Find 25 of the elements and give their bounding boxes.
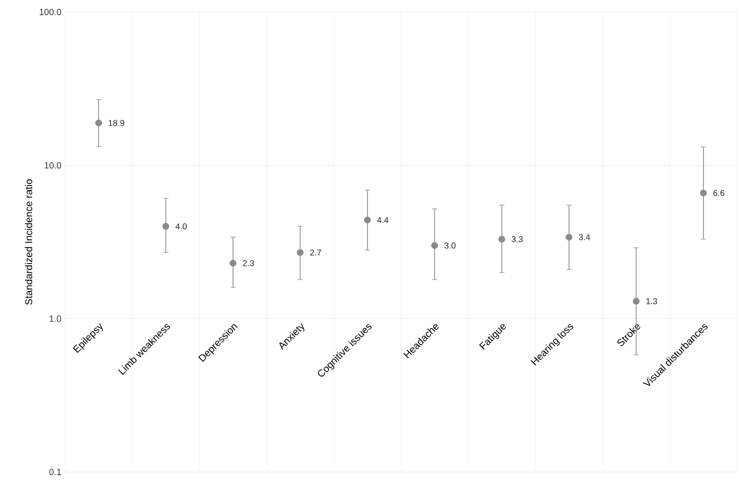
y-axis-title: Standardized Incidence ratio [24,179,32,305]
point [230,260,236,267]
y-tick-label: 1.0 [50,315,62,322]
data-label: 3.3 [512,236,523,242]
point [296,249,304,256]
data-label: 1.3 [646,298,658,304]
data-label: 18.9 [108,120,124,126]
point [700,190,707,196]
data-label: 3.0 [444,242,456,249]
point [566,234,572,241]
data-label: 2.3 [242,260,254,266]
y-tick-label: 10.0 [44,162,62,169]
data-label: 4.0 [176,223,187,230]
point [431,242,438,249]
point [162,222,170,230]
point [364,216,371,224]
data-label: 2.7 [310,250,322,256]
data-label: 6.6 [713,190,724,196]
y-tick-label: 100.0 [40,8,62,16]
point [498,236,506,243]
data-label: 4.4 [377,217,388,223]
y-tick-label: 0.1 [49,468,62,476]
point [632,298,640,305]
data-label: 3.4 [578,234,590,240]
point [95,120,102,126]
